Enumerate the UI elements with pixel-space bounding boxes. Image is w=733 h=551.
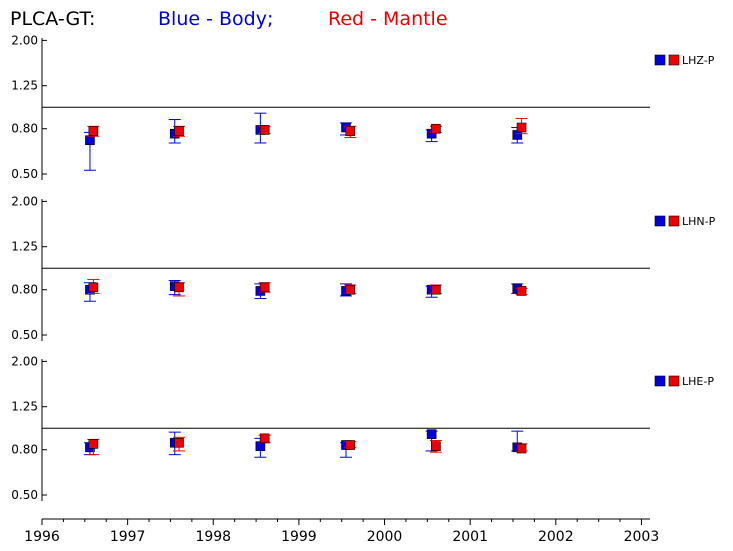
data-point-mantle — [345, 284, 356, 295]
title-blue-legend: Blue - Body; — [158, 8, 273, 30]
y-tick-label: 0.50 — [11, 328, 38, 342]
y-tick-label: 1.25 — [11, 240, 38, 254]
y-tick-label: 0.50 — [11, 167, 38, 181]
y-tick-label: 2.00 — [11, 194, 38, 208]
title-station: PLCA-GT: — [10, 8, 95, 30]
data-point-mantle — [516, 443, 527, 454]
data-point-mantle — [431, 441, 441, 451]
y-tick-label: 0.80 — [11, 122, 38, 136]
legend-channel-label: LHN-P — [682, 215, 716, 228]
data-point-mantle — [345, 126, 356, 136]
y-tick-label: 0.80 — [11, 283, 38, 297]
x-tick-label: 2003 — [624, 529, 660, 545]
legend-mantle-swatch — [668, 215, 680, 227]
data-point-mantle — [174, 282, 184, 293]
x-tick-label: 1999 — [281, 529, 317, 545]
data-point-mantle — [516, 286, 527, 296]
data-point-mantle — [516, 122, 527, 133]
y-tick-label: 0.50 — [11, 488, 38, 502]
data-point-mantle — [431, 284, 441, 295]
y-tick-label: 1.25 — [11, 400, 38, 414]
data-point-body — [426, 429, 437, 439]
data-point-mantle — [431, 123, 441, 134]
title-svg: PLCA-GT: Blue - Body; Red - Mantle — [10, 8, 448, 30]
x-tick-label: 1998 — [195, 529, 231, 545]
data-point-mantle — [259, 282, 270, 293]
data-point-mantle — [259, 125, 270, 135]
legend-body-swatch — [654, 375, 666, 387]
legend-channel-label: LHE-P — [682, 375, 714, 388]
legend-mantle-swatch — [668, 54, 680, 66]
y-tick-label: 1.25 — [11, 79, 38, 93]
x-tick-label: 2001 — [452, 529, 488, 545]
data-point-body — [85, 135, 95, 146]
y-tick-label: 2.00 — [11, 354, 38, 368]
data-point-mantle — [88, 282, 99, 293]
x-tick-label: 2000 — [367, 529, 403, 545]
data-point-mantle — [88, 439, 99, 449]
x-tick-label: 1997 — [110, 529, 146, 545]
y-tick-label: 0.80 — [11, 443, 38, 457]
x-tick-label: 2002 — [538, 529, 574, 545]
data-point-mantle — [259, 433, 270, 444]
legend-body-swatch — [654, 54, 666, 66]
x-tick-label: 1996 — [24, 529, 60, 545]
legend-body-swatch — [654, 215, 666, 227]
data-point-mantle — [88, 126, 99, 136]
data-point-mantle — [174, 126, 184, 136]
legend-channel-label: LHZ-P — [682, 54, 715, 67]
legend-mantle-swatch — [668, 375, 680, 387]
data-point-mantle — [345, 440, 356, 450]
title-red-legend: Red - Mantle — [328, 8, 448, 30]
data-point-mantle — [174, 437, 184, 448]
y-tick-label: 2.00 — [11, 33, 38, 47]
